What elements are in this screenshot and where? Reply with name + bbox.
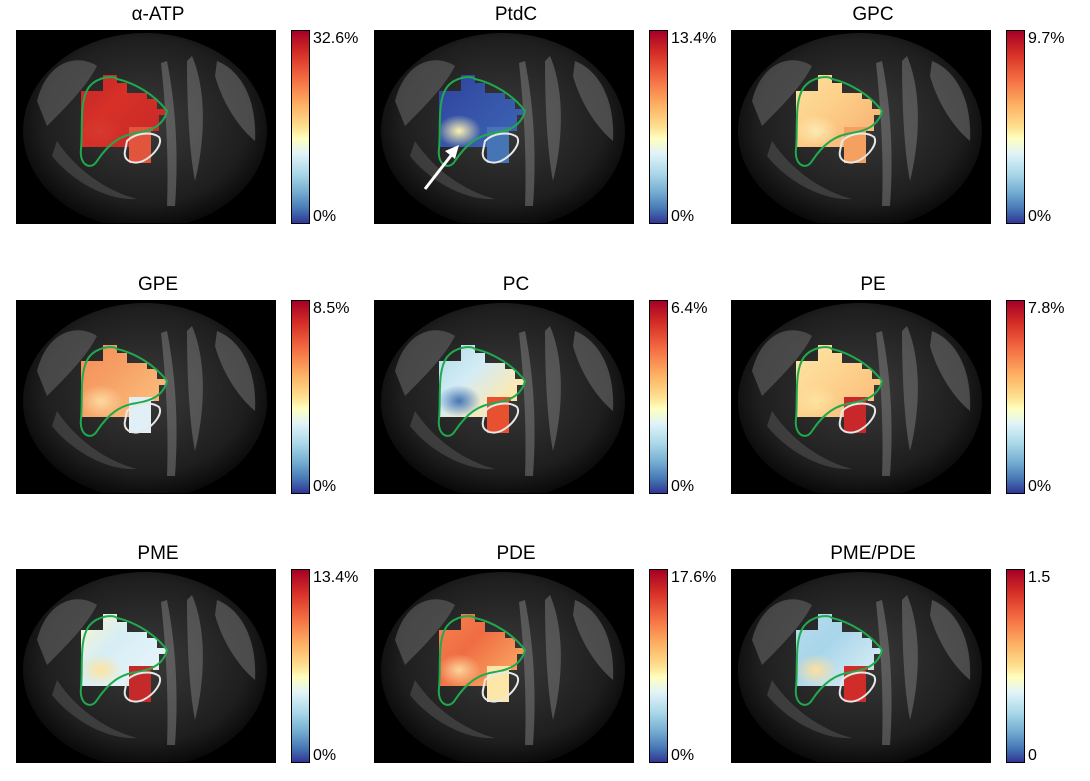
panel-title: PME <box>137 543 179 564</box>
panel-title: GPC <box>852 4 894 25</box>
metabolite-map <box>16 300 276 494</box>
colorbar-max-label: 6.4% <box>671 300 708 317</box>
colorbar-max-label: 7.8% <box>1028 300 1065 317</box>
panel-title: PE <box>860 274 886 295</box>
metabolite-map <box>374 300 634 494</box>
panel-gpc: GPC 9.7% 0% <box>731 0 1090 240</box>
colorbar-min-label: 0% <box>313 747 337 764</box>
metabolite-map <box>731 30 991 224</box>
arrow-marker <box>423 145 459 190</box>
metabolite-map <box>16 569 276 763</box>
colorbar-max-label: 9.7% <box>1028 30 1065 47</box>
colorbar-max-label: 13.4% <box>313 569 359 586</box>
panel-pc: PC 6.4% 0% <box>374 270 734 510</box>
panel-title: PDE <box>496 543 536 564</box>
panel-title: PtdC <box>494 4 538 25</box>
colorbar <box>291 300 310 494</box>
colorbar-min-label: 0% <box>1028 208 1052 225</box>
panel-title: PME/PDE <box>830 543 916 564</box>
colorbar-min-label: 0% <box>671 747 695 764</box>
panel-title: α-ATP <box>131 4 185 25</box>
colorbar <box>649 569 668 763</box>
colorbar-max-label: 32.6% <box>313 30 359 47</box>
metabolite-map <box>731 569 991 763</box>
colorbar-min-label: 0% <box>671 208 695 225</box>
panel-pe: PE 7.8% 0% <box>731 270 1090 510</box>
colorbar <box>291 30 310 224</box>
metabolite-map <box>374 569 634 763</box>
panel-title: GPE <box>137 274 179 295</box>
colorbar <box>1006 569 1025 763</box>
colorbar-max-label: 13.4% <box>671 30 717 47</box>
colorbar-min-label: 0 <box>1028 747 1037 764</box>
panel-ptdc: PtdC 13.4% 0% <box>374 0 734 240</box>
colorbar <box>1006 30 1025 224</box>
panel-alpha-atp: α-ATP 32.6% 0% <box>16 0 376 240</box>
panel-pde: PDE 17.6% 0% <box>374 539 734 779</box>
panel-gpe: GPE 8.5% 0% <box>16 270 376 510</box>
colorbar-max-label: 8.5% <box>313 300 350 317</box>
panel-title: PC <box>502 274 530 295</box>
colorbar-min-label: 0% <box>1028 478 1052 495</box>
metabolite-map <box>16 30 276 224</box>
panel-pme-pde: PME/PDE 1.5 0 <box>731 539 1090 779</box>
colorbar <box>649 30 668 224</box>
metabolite-map <box>731 300 991 494</box>
metabolite-map <box>374 30 634 224</box>
panel-pme: PME 13.4% 0% <box>16 539 376 779</box>
colorbar <box>291 569 310 763</box>
colorbar <box>1006 300 1025 494</box>
colorbar-min-label: 0% <box>671 478 695 495</box>
colorbar-min-label: 0% <box>313 478 337 495</box>
colorbar-max-label: 17.6% <box>671 569 717 586</box>
colorbar-max-label: 1.5 <box>1028 569 1051 586</box>
colorbar-min-label: 0% <box>313 208 337 225</box>
colorbar <box>649 300 668 494</box>
